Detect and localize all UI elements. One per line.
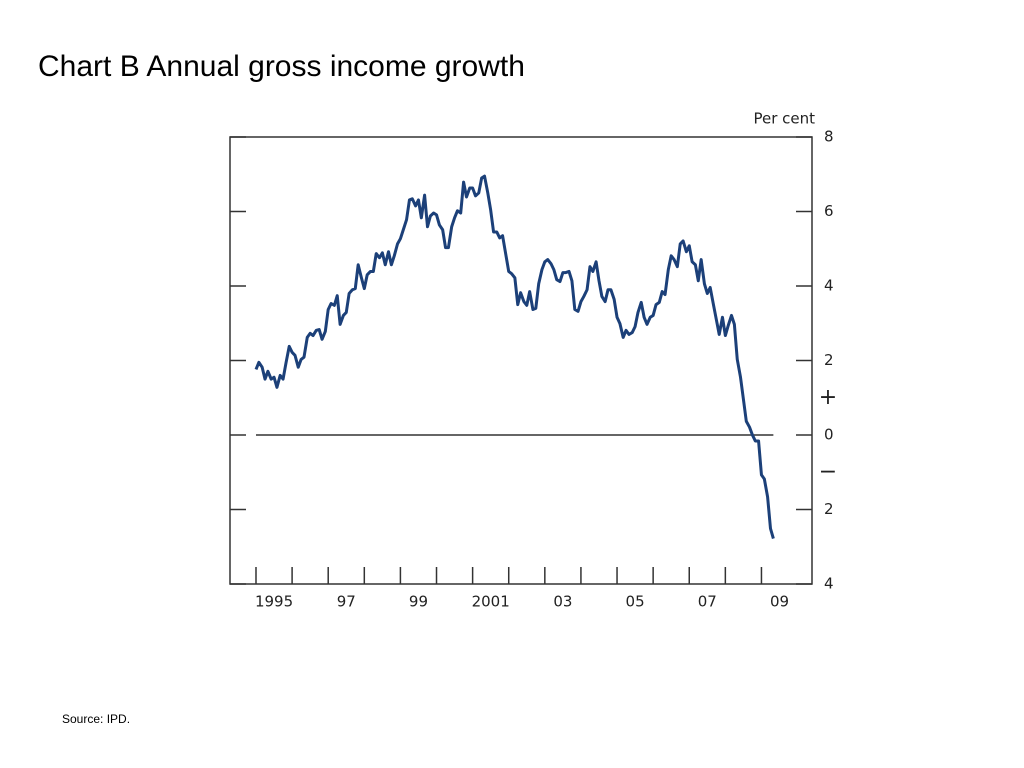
plot-frame: [229, 136, 813, 585]
data-line: [254, 174, 775, 539]
x-tick-label: 1995: [255, 593, 293, 611]
y-tick-label: 2: [824, 500, 834, 518]
sign-label: +: [819, 385, 837, 410]
x-tick-label: 99: [409, 593, 428, 611]
y-tick-label: 0: [824, 426, 834, 444]
y-tick-label: 2: [824, 351, 834, 369]
x-tick-label: 97: [337, 593, 356, 611]
x-tick-label: 09: [770, 593, 789, 611]
sign-label: −: [819, 459, 837, 484]
y-tick-label: 8: [824, 128, 834, 146]
y-tick-label: 6: [824, 202, 834, 220]
y-tick-label: 4: [824, 277, 834, 295]
source-note: Source: IPD.: [62, 712, 130, 726]
chart-title: Chart B Annual gross income growth: [38, 50, 525, 83]
y-tick-label: 4: [824, 575, 834, 593]
x-tick-label: 07: [698, 593, 717, 611]
y-axis-label: Per cent: [753, 110, 815, 128]
x-tick-label: 2001: [472, 593, 510, 611]
x-tick-label: 05: [626, 593, 645, 611]
x-tick-label: 03: [553, 593, 572, 611]
